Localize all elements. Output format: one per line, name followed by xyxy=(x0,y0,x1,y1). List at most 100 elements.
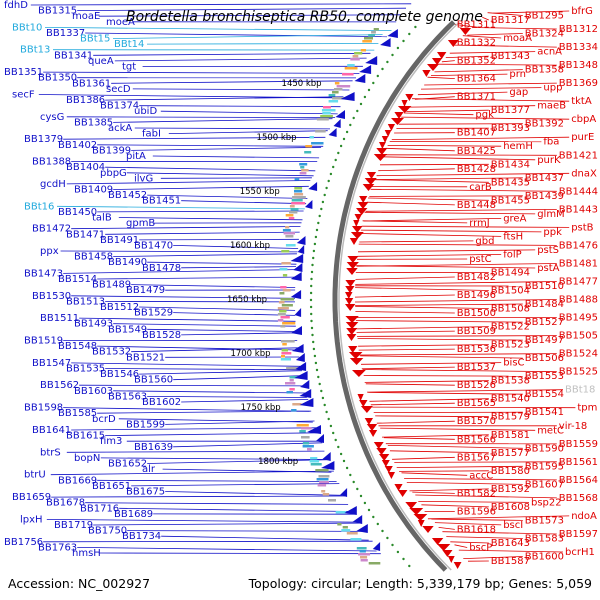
label-leader-minus xyxy=(126,172,314,177)
gene-label-plus: BB1434 xyxy=(491,159,530,170)
gene-label-minus: cysG xyxy=(40,112,64,123)
label-leader-plus xyxy=(362,369,557,373)
label-leader-plus xyxy=(355,306,489,309)
gene-label-plus: BB1525 xyxy=(559,367,598,378)
gene-label-plus: BB1509 xyxy=(457,326,496,337)
gene-label-minus: BB1379 xyxy=(24,134,63,145)
gene-label-plus: pstA xyxy=(537,263,559,274)
gene-label-plus: BB1482 xyxy=(457,272,496,283)
gene-feature-block xyxy=(335,511,347,514)
label-leader-plus xyxy=(370,402,455,406)
gene-label-plus: BB1495 xyxy=(559,313,598,324)
gene-feature-block xyxy=(277,307,289,310)
gene-feature-block xyxy=(289,379,294,382)
gene-label-minus: BBt13 xyxy=(20,45,50,56)
plus-strand-gene xyxy=(447,40,459,47)
gene-label-minus: BB1409 xyxy=(74,185,113,196)
label-leader-plus xyxy=(434,69,523,73)
gene-label-minus: btrS xyxy=(40,447,61,458)
label-leader-plus xyxy=(453,44,557,48)
plus-strand-gene xyxy=(397,106,412,113)
plus-strand-gene xyxy=(417,520,425,527)
gene-feature-block xyxy=(368,34,375,37)
gene-label-minus: hmsH xyxy=(72,548,101,559)
label-leader-minus xyxy=(173,312,296,316)
scale-tick xyxy=(408,32,411,36)
gene-feature-block xyxy=(281,250,290,253)
scale-tick xyxy=(334,158,337,162)
label-leader-minus xyxy=(50,470,334,476)
label-leader-plus xyxy=(387,445,523,449)
gene-feature-block xyxy=(368,562,381,565)
gene-label-minus: BB1386 xyxy=(66,95,105,106)
scale-tick xyxy=(356,487,359,491)
minus-strand-gene xyxy=(333,119,341,128)
gene-label-plus: rrmJ xyxy=(469,218,490,229)
scale-tick xyxy=(337,151,340,155)
label-leader-plus xyxy=(365,383,455,386)
plus-strand-gene xyxy=(346,328,358,335)
scale-label: 1700 kbp xyxy=(230,349,270,359)
gene-feature-block xyxy=(356,547,367,550)
plus-strand-gene xyxy=(422,70,431,77)
scale-tick xyxy=(396,46,400,50)
label-leader-minus xyxy=(132,88,350,91)
label-leader-minus xyxy=(85,32,388,38)
scale-tick xyxy=(310,312,313,316)
label-leader-minus xyxy=(118,217,303,221)
plus-strand-gene xyxy=(348,352,363,359)
label-leader-plus xyxy=(458,549,564,553)
plus-strand-gene xyxy=(384,130,392,137)
gene-label-minus: BB1490 xyxy=(108,257,147,268)
gene-label-plus: BB1443 xyxy=(559,204,598,215)
gene-label-minus: gpmB xyxy=(126,218,155,229)
gene-label-plus: prn xyxy=(509,69,526,80)
plus-strand-gene xyxy=(453,562,462,569)
gene-label-minus: BB1491 xyxy=(100,235,139,246)
gene-label-minus: BB1547 xyxy=(32,358,71,369)
gene-label-minus: BB1521 xyxy=(126,352,165,363)
gene-label-plus: BB1573 xyxy=(525,515,564,526)
gene-label-minus: alr xyxy=(142,464,156,475)
gene-feature-block xyxy=(280,286,287,289)
label-leader-plus xyxy=(355,311,455,314)
label-leader-minus xyxy=(98,14,402,17)
gene-feature-block xyxy=(290,208,299,211)
label-leader-minus xyxy=(66,450,325,453)
gene-feature-block xyxy=(300,166,305,169)
gene-label-minus: gcdH xyxy=(40,179,66,190)
gene-label-plus: BB1565 xyxy=(457,398,496,409)
scale-tick xyxy=(339,452,343,456)
label-leader-plus xyxy=(366,201,455,206)
gene-label-plus: bscI xyxy=(503,520,523,531)
plus-strand-gene xyxy=(401,100,408,107)
gene-label-minus: BB1478 xyxy=(142,263,181,274)
gene-label-plus: pgk xyxy=(475,110,494,121)
label-leader-plus xyxy=(454,544,468,548)
gene-label-minus: BB1458 xyxy=(74,252,113,263)
label-leader-minus xyxy=(93,522,362,526)
gene-feature-block xyxy=(301,436,310,439)
gene-feature-block xyxy=(316,478,329,481)
gene-label-plus: BB1554 xyxy=(525,389,564,400)
gene-feature-block xyxy=(299,430,306,433)
scale-tick xyxy=(342,459,346,463)
gene-label-minus: BB1678 xyxy=(46,498,85,509)
label-leader-plus xyxy=(427,76,455,79)
scale-tick xyxy=(332,165,335,169)
gene-label-plus: BB1564 xyxy=(559,475,598,486)
gene-label-minus: BB1479 xyxy=(126,285,165,296)
minus-strand-gene xyxy=(290,290,302,299)
scale-tick xyxy=(381,67,384,71)
label-leader-plus xyxy=(462,35,502,39)
label-leader-plus xyxy=(381,156,536,161)
scale-tick xyxy=(312,256,315,260)
label-leader-plus xyxy=(378,168,455,172)
gene-label-plus: BB1500 xyxy=(457,308,496,319)
gene-label-plus: acnA xyxy=(537,47,562,58)
label-leader-plus xyxy=(403,112,474,116)
gene-label-plus: BB1540 xyxy=(491,394,530,405)
scale-tick xyxy=(311,333,314,337)
gene-feature-block xyxy=(342,73,354,76)
label-leader-plus xyxy=(401,116,570,120)
